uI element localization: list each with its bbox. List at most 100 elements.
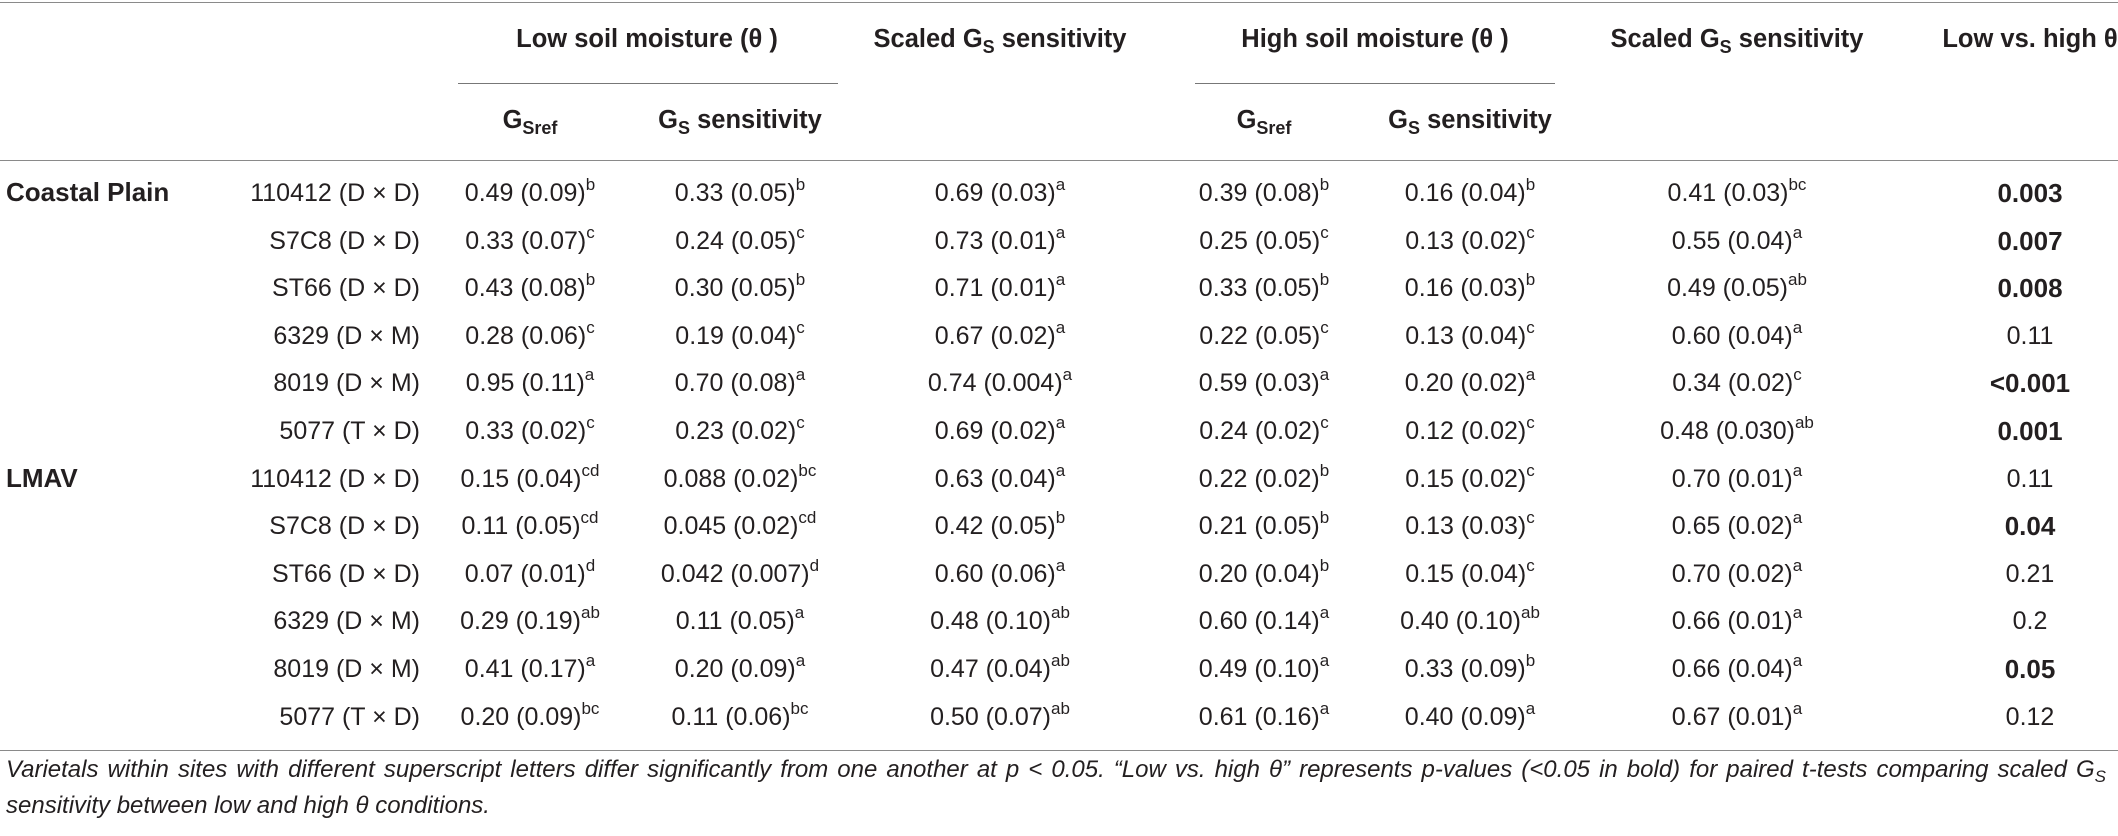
cell-value: 0.60 (0.06) (934, 560, 1056, 588)
significance-letter: bc (1788, 174, 1807, 194)
cell-value: 0.12 (0.02) (1405, 417, 1527, 445)
significance-letter: c (1526, 222, 1535, 242)
significance-letter: d (809, 555, 820, 575)
low-gsref-header: GSref (502, 106, 558, 138)
significance-letter: c (1526, 460, 1535, 480)
table-cell-high-scaled: 0.34 (0.02)c (1672, 364, 1802, 398)
cell-value: 0.43 (0.08) (464, 274, 586, 302)
cell-value: 0.045 (0.02) (663, 512, 799, 540)
cell-value: 0.49 (0.09) (464, 179, 586, 207)
table-cell-low-scaled: 0.63 (0.04)a (935, 462, 1065, 494)
significance-letter: a (1792, 555, 1803, 575)
table-cell-high-scaled: 0.60 (0.04)a (1672, 319, 1802, 351)
p-value: 0.12 (2005, 703, 2055, 731)
cell-value: 0.21 (0.05) (1198, 512, 1320, 540)
cell-value: 0.28 (0.06) (465, 322, 587, 350)
significance-letter: d (585, 555, 596, 575)
cell-value: 0.20 (0.09) (674, 655, 796, 683)
varietal-label: 6329 (D × M) (273, 607, 420, 635)
cell-value: 0.33 (0.09) (1404, 655, 1526, 683)
significance-letter: cd (581, 460, 600, 480)
cell-value: 0.70 (0.01) (1671, 465, 1793, 493)
significance-letter: bc (581, 698, 600, 718)
high-scaled-sensitivity-header: Scaled GS sensitivity (1610, 25, 1864, 57)
cell-value: 0.29 (0.19) (460, 607, 581, 635)
table-cell-high-scaled: 0.66 (0.04)a (1671, 650, 1803, 684)
table-cell-low-gsref: 0.15 (0.04)cd (461, 460, 600, 494)
table-cell-low-sens: 0.70 (0.08)a (674, 366, 805, 398)
significance-letter: c (1320, 317, 1329, 337)
significance-letter: c (586, 317, 595, 337)
cell-value: 0.48 (0.10) (930, 607, 1051, 635)
p-value: 0.2 (2012, 607, 2048, 635)
table-footnote: Varietals within sites with different su… (6, 756, 2106, 819)
significance-letter: ab (581, 602, 600, 622)
significance-letter: a (1055, 412, 1066, 432)
high-moisture-group-rule (1195, 83, 1555, 84)
cell-value: 0.20 (0.02) (1404, 369, 1526, 397)
cell-value: 0.30 (0.05) (674, 274, 796, 302)
cell-value: 0.40 (0.10) (1400, 607, 1521, 635)
significance-letter: c (1793, 364, 1802, 384)
cell-value: 0.67 (0.01) (1671, 703, 1793, 731)
table-cell-low-scaled: 0.73 (0.01)a (935, 224, 1065, 256)
cell-value: 0.22 (0.02) (1198, 465, 1320, 493)
cell-value: 0.70 (0.02) (1671, 560, 1793, 588)
significance-letter: c (586, 222, 595, 242)
cell-value: 0.49 (0.10) (1198, 655, 1320, 683)
varietal-label: 110412 (D × D) (250, 179, 420, 207)
table-cell-high-gsref: 0.59 (0.03)a (1199, 366, 1329, 398)
cell-value: 0.13 (0.02) (1405, 227, 1527, 255)
cell-value: 0.19 (0.04) (675, 322, 797, 350)
cell-value: 0.11 (0.06) (671, 703, 791, 731)
significance-letter: b (1319, 174, 1330, 194)
cell-value: 0.70 (0.08) (674, 369, 796, 397)
cell-value: 0.39 (0.08) (1198, 179, 1320, 207)
significance-letter: ab (1794, 412, 1814, 432)
significance-letter: a (1319, 602, 1330, 622)
significance-letter: a (1525, 698, 1536, 718)
cell-value: 0.33 (0.02) (465, 417, 587, 445)
table-cell-low-scaled: 0.60 (0.06)a (934, 557, 1065, 589)
cell-value: 0.16 (0.04) (1404, 179, 1526, 207)
significance-letter: c (1526, 555, 1535, 575)
table-cell-low-sens: 0.042 (0.007)d (661, 555, 820, 589)
significance-letter: b (1319, 269, 1330, 289)
significance-letter: b (1319, 460, 1330, 480)
high-moisture-header: High soil moisture (θ ) (1241, 25, 1509, 53)
table-cell-low-sens: 0.088 (0.02)bc (664, 460, 817, 494)
table-cell-high-sens: 0.16 (0.04)b (1404, 174, 1536, 208)
table-cell-low-gsref: 0.41 (0.17)a (465, 652, 595, 684)
significance-letter: b (585, 174, 596, 194)
p-value: 0.008 (1997, 273, 2063, 303)
significance-letter: b (1319, 555, 1330, 575)
cell-value: 0.61 (0.16) (1198, 703, 1320, 731)
table-cell-low-gsref: 0.29 (0.19)ab (460, 602, 600, 636)
table-cell-low-sens: 0.23 (0.02)c (675, 414, 804, 446)
cell-value: 0.34 (0.02) (1672, 369, 1794, 397)
p-value: 0.11 (2006, 322, 2054, 350)
significance-letter: a (1319, 650, 1330, 670)
significance-letter: c (796, 317, 805, 337)
significance-letter: a (1792, 222, 1803, 242)
table-top-rule (0, 2, 2118, 3)
cell-value: 0.33 (0.05) (674, 179, 796, 207)
low-scaled-sensitivity-header: Scaled GS sensitivity (873, 25, 1127, 57)
cell-value: 0.66 (0.04) (1671, 655, 1793, 683)
cell-value: 0.67 (0.02) (934, 322, 1056, 350)
significance-letter: bc (798, 460, 817, 480)
cell-value: 0.25 (0.05) (1199, 227, 1321, 255)
table-cell-high-scaled: 0.70 (0.02)a (1671, 555, 1803, 589)
cell-value: 0.40 (0.09) (1404, 703, 1526, 731)
table-cell-low-gsref: 0.43 (0.08)b (464, 271, 595, 303)
table-cell-low-gsref: 0.28 (0.06)c (465, 317, 595, 351)
table-cell-high-scaled: 0.55 (0.04)a (1672, 222, 1803, 256)
cell-value: 0.24 (0.05) (675, 227, 797, 255)
significance-letter: a (1055, 317, 1066, 337)
significance-letter: b (1525, 174, 1536, 194)
low-moisture-group-rule (458, 83, 838, 84)
high-gsref-header: GSref (1236, 106, 1292, 138)
significance-letter: a (1792, 650, 1803, 670)
table-cell-high-gsref: 0.20 (0.04)b (1199, 555, 1330, 589)
header-bottom-rule (0, 160, 2118, 161)
